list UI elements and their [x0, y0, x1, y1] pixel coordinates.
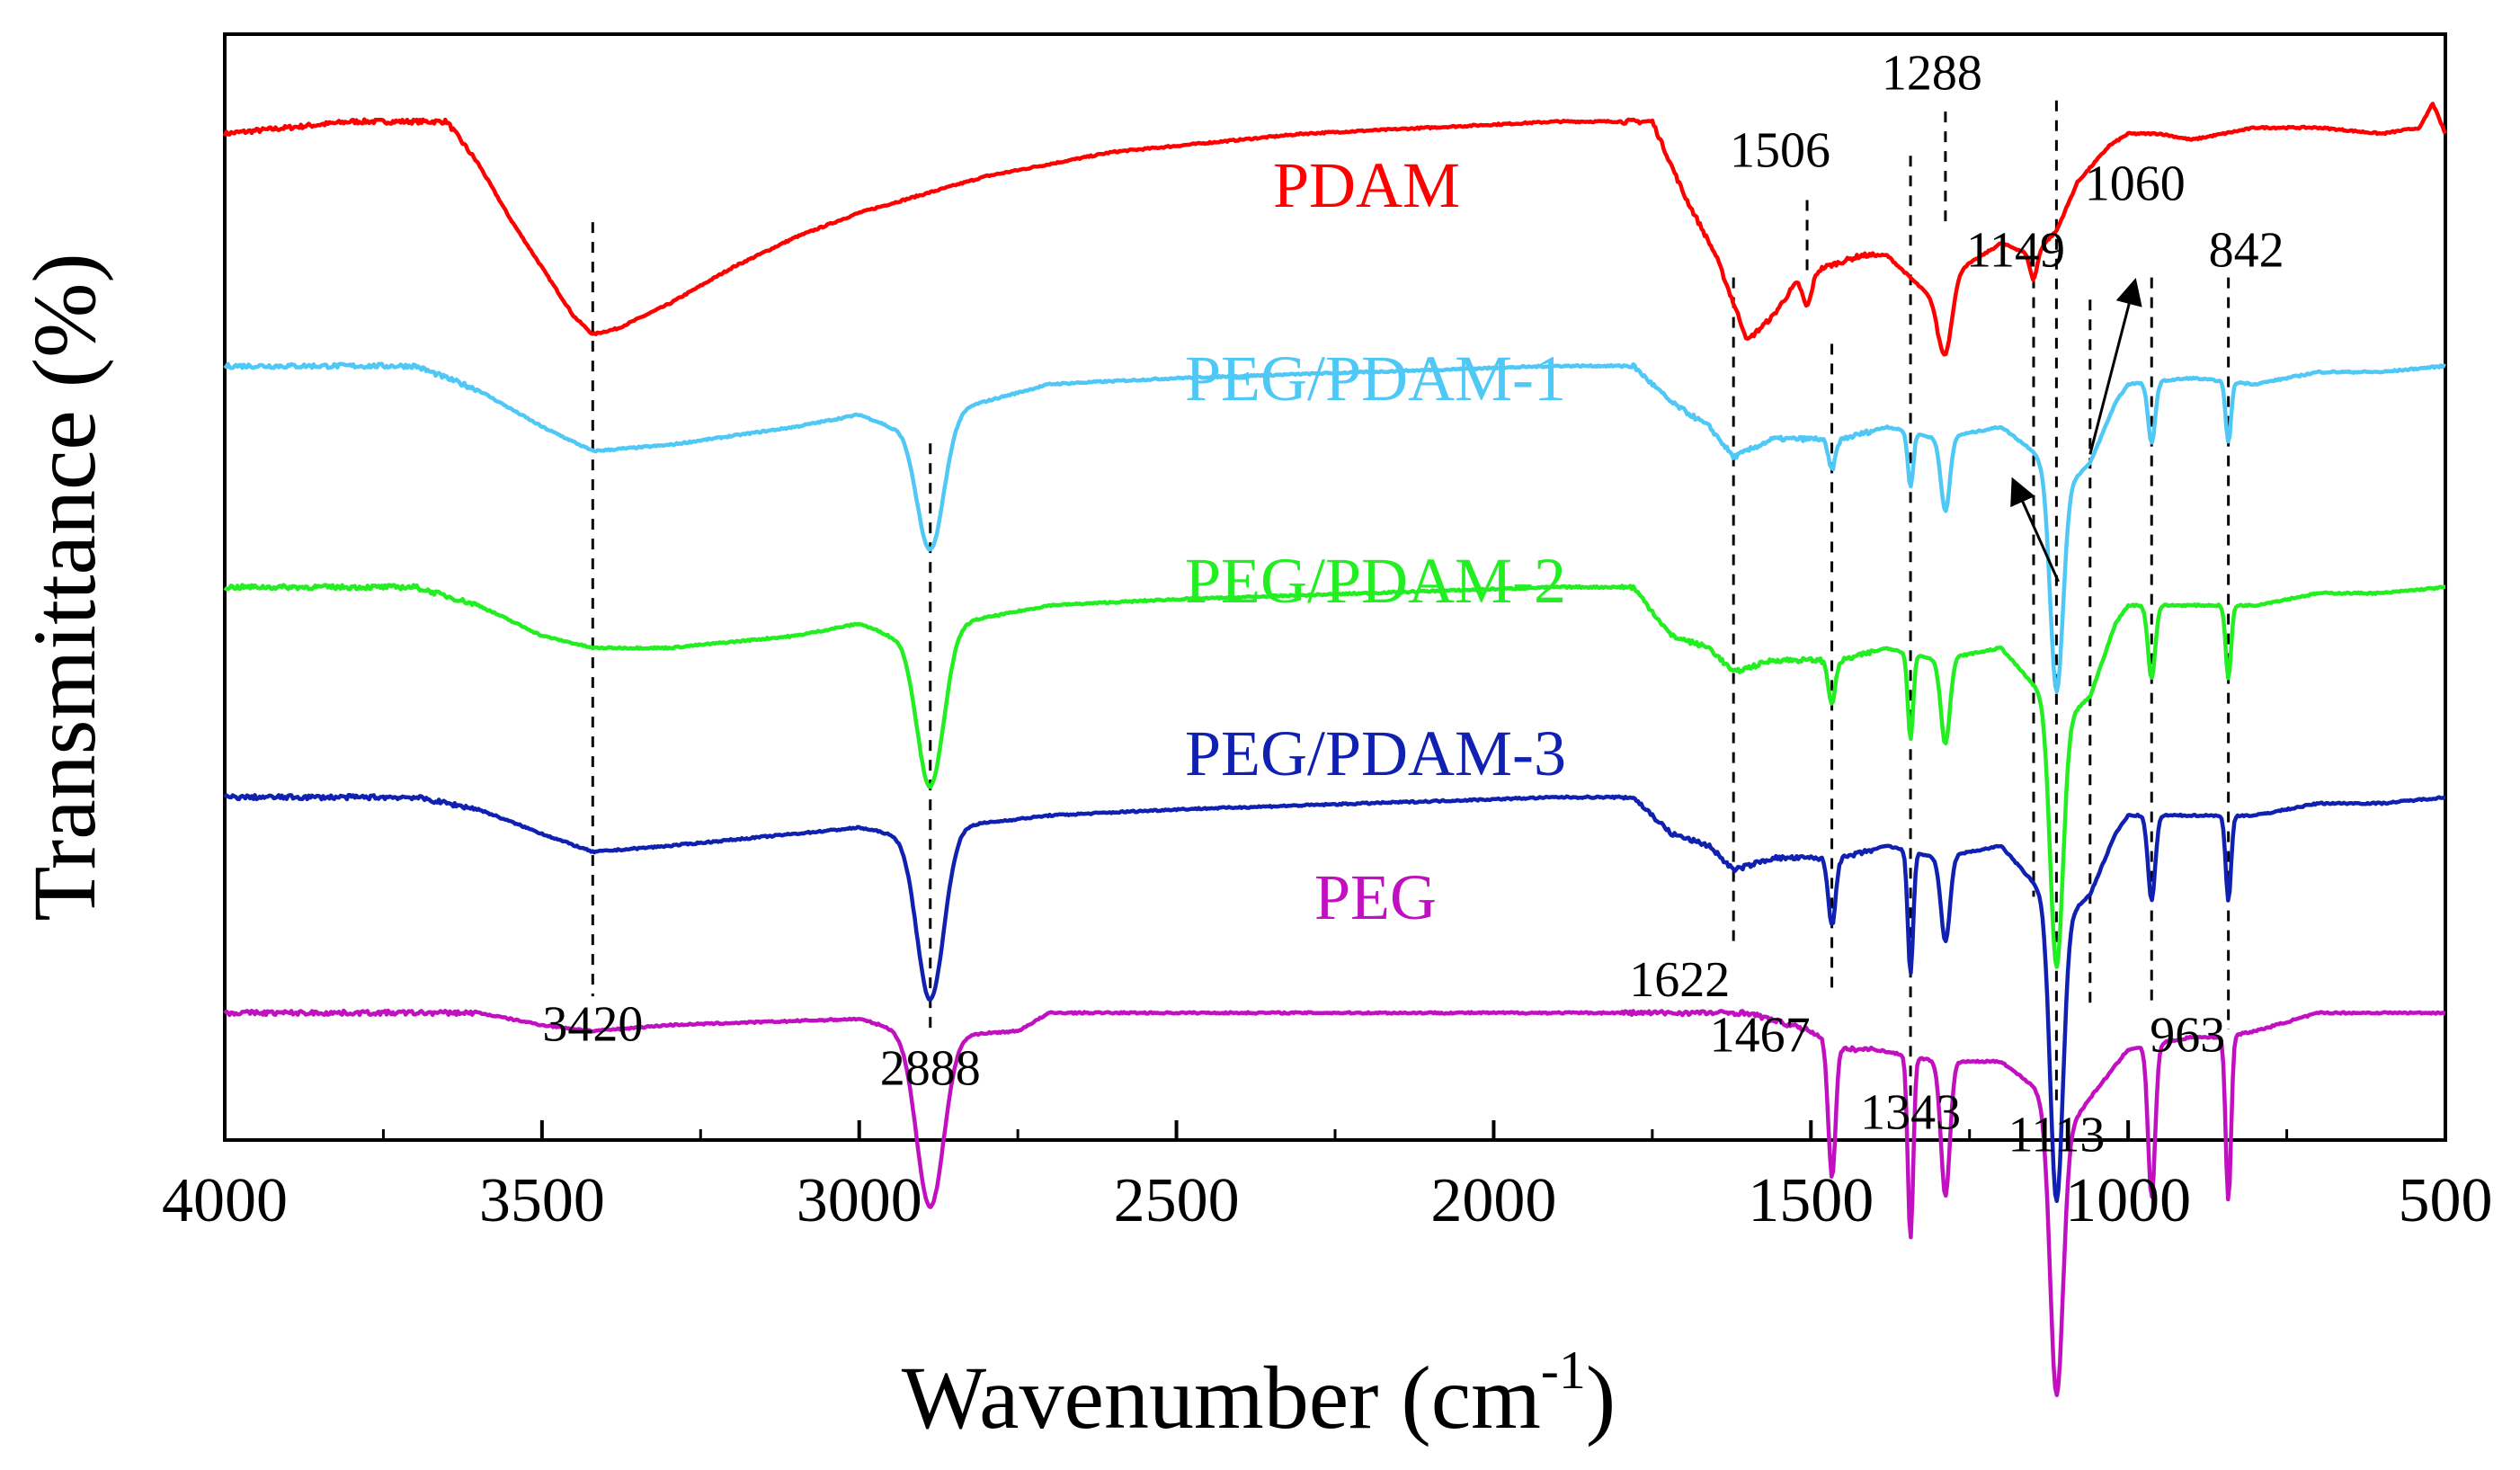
annotation-label: 1149 — [1966, 222, 2065, 278]
series-line-peg — [223, 1008, 2446, 1398]
series-line-pdam — [222, 102, 2448, 357]
annotation-label: 1467 — [1710, 1008, 1811, 1064]
series-label: PDAM — [1273, 149, 1460, 221]
x-tick-label: 500 — [2399, 1166, 2493, 1235]
x-tick-label: 2500 — [1114, 1166, 1240, 1235]
series-line-peg-pdam-1 — [223, 361, 2446, 694]
arrow-1060 — [2088, 277, 2142, 455]
series-label: PEG — [1314, 861, 1437, 933]
x-axis: 4000 3500 3000 2500 2000 1500 1000 500 — [162, 1120, 2493, 1235]
series-line-peg-pdam-3 — [223, 793, 2446, 1204]
x-axis-title-close: ) — [1586, 1348, 1616, 1448]
annotation-label: 1060 — [2085, 156, 2186, 212]
annotation-label: 1288 — [1882, 46, 1982, 102]
x-tick-label: 4000 — [162, 1166, 288, 1235]
series-line-peg-pdam-2 — [223, 583, 2446, 969]
series-label: PEG/PDAM-2 — [1185, 545, 1566, 617]
annotation-label: 2888 — [880, 1041, 981, 1097]
series-group — [222, 102, 2448, 1398]
annotation-arrows — [2010, 277, 2142, 583]
annotation-labels: 3420 2888 1622 1506 1467 1343 1288 1149 1113 1060… — [542, 46, 2284, 1163]
x-axis-title-main: Wavenumber (cm — [902, 1348, 1541, 1448]
x-tick-label: 1500 — [1748, 1166, 1874, 1235]
y-axis-title: Transmittance (%) — [14, 253, 114, 921]
annotation-label: 842 — [2209, 222, 2284, 278]
annotation-label: 1622 — [1629, 952, 1730, 1008]
annotation-lines — [591, 100, 2231, 1108]
x-tick-label: 1000 — [2065, 1166, 2191, 1235]
annotation-label: 1343 — [1860, 1085, 1961, 1141]
x-axis-title: Wavenumber (cm-1) — [902, 1341, 1616, 1448]
series-label: PEG/PDAM-1 — [1185, 343, 1566, 414]
annotation-label: 3420 — [542, 996, 643, 1052]
x-axis-title-sup: -1 — [1541, 1341, 1586, 1400]
x-tick-label: 2000 — [1430, 1166, 1556, 1235]
x-tick-label: 3000 — [797, 1166, 922, 1235]
x-tick-label: 3500 — [479, 1166, 605, 1235]
annotation-label: 1113 — [2008, 1107, 2105, 1163]
annotation-label: 1506 — [1730, 123, 1830, 179]
series-labels: PDAM PEG/PDAM-1 PEG/PDAM-2 PEG/PDAM-3 PEG — [1185, 149, 1566, 933]
series-label: PEG/PDAM-3 — [1185, 717, 1566, 789]
arrow-1149 — [2010, 477, 2060, 583]
annotation-label: 963 — [2150, 1008, 2225, 1064]
